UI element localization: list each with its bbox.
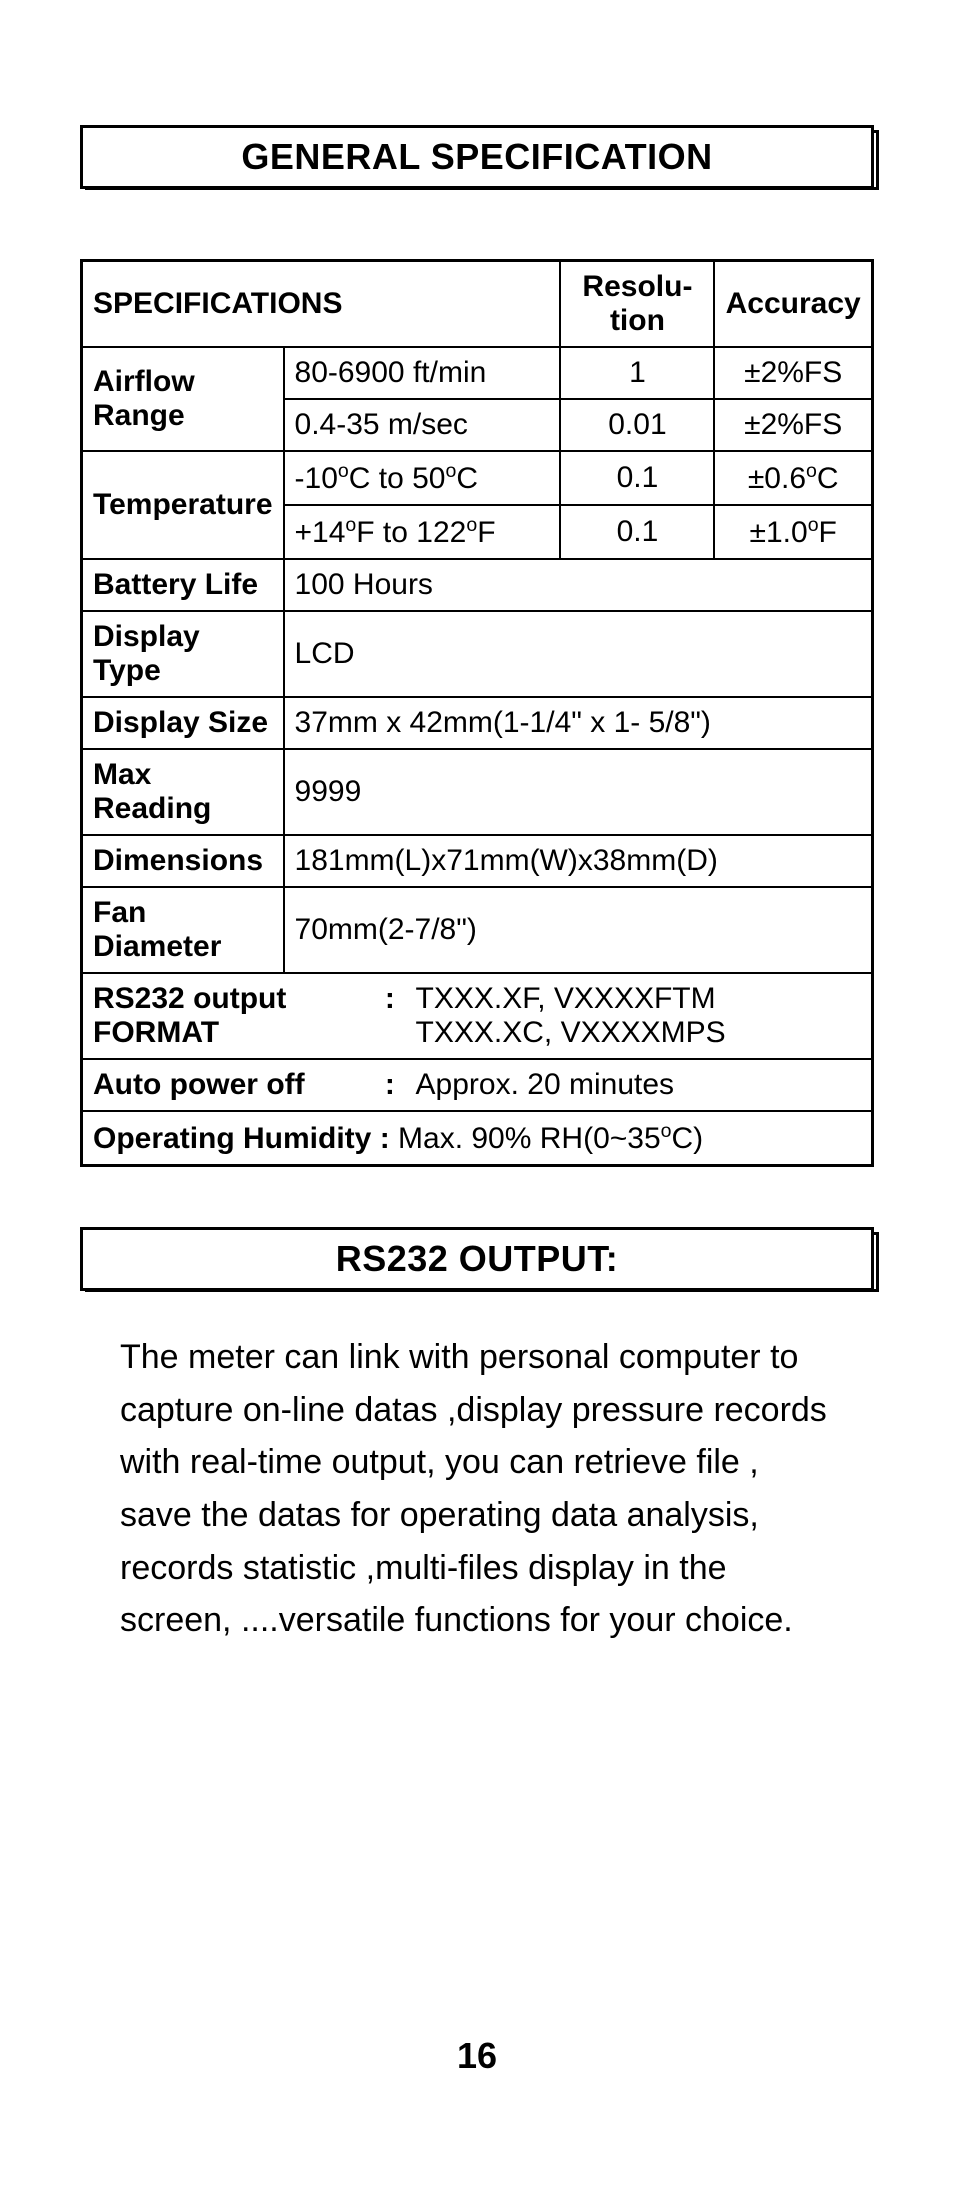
airflow-res-2: 0.01	[560, 399, 714, 451]
general-spec-title-wrap: GENERAL SPECIFICATION	[80, 125, 874, 189]
colon-icon: :	[380, 1122, 398, 1155]
airflow-range-2: 0.4-35 m/sec	[284, 399, 561, 451]
temperature-res-2: 0.1	[560, 505, 714, 559]
table-row: Display Type LCD	[82, 611, 873, 697]
dimensions-label: Dimensions	[82, 835, 284, 887]
auto-power-off-label: Auto power off	[93, 1068, 305, 1102]
rs232-format-cell: RS232 output FORMAT : TXXX.XF, VXXXXFTM …	[82, 973, 873, 1059]
table-row: Max Reading 9999	[82, 749, 873, 835]
rs232-format-value-1: TXXX.XF, VXXXXFTM	[416, 982, 716, 1015]
rs232-format-label-1: RS232 output	[93, 982, 286, 1016]
display-type-value: LCD	[284, 611, 873, 697]
table-header-row: SPECIFICATIONS Resolu-tion Accuracy	[82, 261, 873, 348]
temperature-label: Temperature	[82, 451, 284, 559]
max-reading-label: Max Reading	[82, 749, 284, 835]
general-spec-title: GENERAL SPECIFICATION	[80, 125, 874, 189]
header-accuracy: Accuracy	[714, 261, 872, 348]
operating-humidity-cell: Operating Humidity : Max. 90% RH(0~35oC)	[82, 1111, 873, 1166]
operating-humidity-label: Operating Humidity	[93, 1122, 371, 1156]
fan-diameter-label: Fan Diameter	[82, 887, 284, 973]
operating-humidity-value: Max. 90% RH(0~35oC)	[398, 1122, 703, 1155]
colon-icon: :	[385, 1068, 395, 1101]
rs232-output-paragraph: The meter can link with personal compute…	[80, 1331, 874, 1647]
rs232-output-title: RS232 OUTPUT:	[80, 1227, 874, 1291]
temperature-acc-2: ±1.0oF	[714, 505, 872, 559]
temperature-res-1: 0.1	[560, 451, 714, 505]
airflow-acc-2: ±2%FS	[714, 399, 872, 451]
rs232-output-title-wrap: RS232 OUTPUT:	[80, 1227, 874, 1291]
display-type-label: Display Type	[82, 611, 284, 697]
specifications-table: SPECIFICATIONS Resolu-tion Accuracy Airf…	[80, 259, 874, 1167]
table-row: RS232 output FORMAT : TXXX.XF, VXXXXFTM …	[82, 973, 873, 1059]
temperature-acc-1: ±0.6oC	[714, 451, 872, 505]
auto-power-off-value: Approx. 20 minutes	[416, 1068, 674, 1101]
colon-icon: :	[385, 982, 395, 1015]
temperature-range-2: +14oF to 122oF	[284, 505, 561, 559]
table-row: Auto power off : Approx. 20 minutes	[82, 1059, 873, 1111]
table-row: Temperature -10oC to 50oC 0.1 ±0.6oC	[82, 451, 873, 505]
dimensions-value: 181mm(L)x71mm(W)x38mm(D)	[284, 835, 873, 887]
airflow-label: Airflow Range	[82, 347, 284, 451]
display-size-value: 37mm x 42mm(1-1/4" x 1- 5/8")	[284, 697, 873, 749]
fan-diameter-value: 70mm(2-7/8")	[284, 887, 873, 973]
table-row: Battery Life 100 Hours	[82, 559, 873, 611]
airflow-acc-1: ±2%FS	[714, 347, 872, 399]
battery-life-label: Battery Life	[82, 559, 284, 611]
max-reading-value: 9999	[284, 749, 873, 835]
page-number: 16	[0, 2035, 954, 2077]
auto-power-off-cell: Auto power off : Approx. 20 minutes	[82, 1059, 873, 1111]
rs232-format-value-2: TXXX.XC, VXXXXMPS	[416, 1016, 726, 1049]
temperature-range-1: -10oC to 50oC	[284, 451, 561, 505]
header-resolution: Resolu-tion	[560, 261, 714, 348]
airflow-res-1: 1	[560, 347, 714, 399]
table-row: Airflow Range 80-6900 ft/min 1 ±2%FS	[82, 347, 873, 399]
table-row: Display Size 37mm x 42mm(1-1/4" x 1- 5/8…	[82, 697, 873, 749]
header-specifications: SPECIFICATIONS	[82, 261, 561, 348]
table-row: Dimensions 181mm(L)x71mm(W)x38mm(D)	[82, 835, 873, 887]
battery-life-value: 100 Hours	[284, 559, 873, 611]
table-row: Operating Humidity : Max. 90% RH(0~35oC)	[82, 1111, 873, 1166]
airflow-range-1: 80-6900 ft/min	[284, 347, 561, 399]
display-size-label: Display Size	[82, 697, 284, 749]
rs232-format-label-2: FORMAT	[93, 1016, 219, 1050]
table-row: Fan Diameter 70mm(2-7/8")	[82, 887, 873, 973]
